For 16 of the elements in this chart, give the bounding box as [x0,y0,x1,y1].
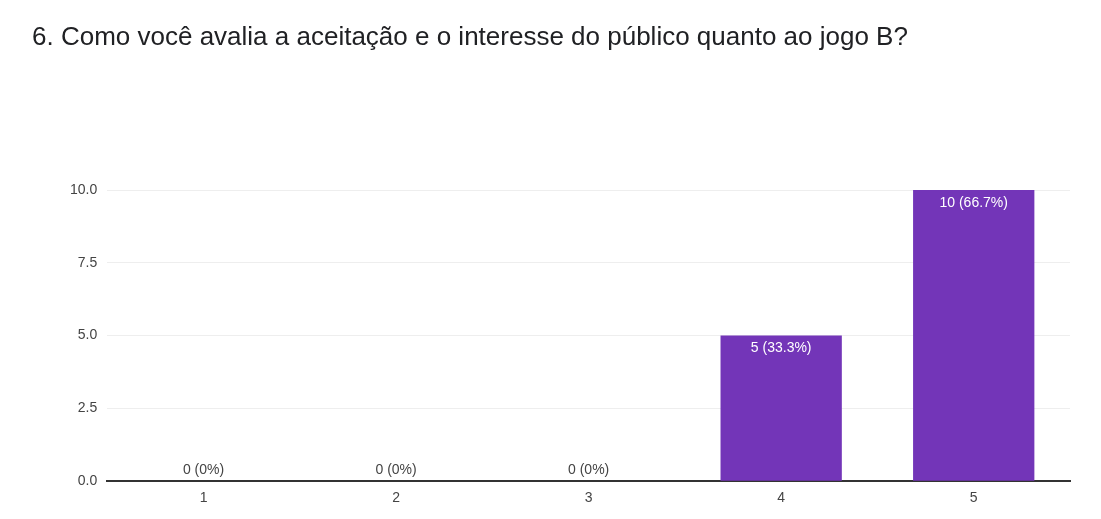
x-tick-label: 1 [199,489,208,506]
data-label: 10 (66.7%) [939,193,1008,210]
data-label: 0 (0%) [182,461,225,478]
x-tick-label: 3 [584,489,593,506]
y-tick-label: 2.5 [77,399,98,416]
data-label: 5 (33.3%) [750,339,812,356]
y-tick-label: 10.0 [70,180,98,197]
y-tick-label: 7.5 [77,253,98,270]
y-tick-label: 5.0 [77,326,98,343]
chart-title: 6. Como você avalia a aceitação e o interesse do público quanto ao jogo B? [32,20,909,53]
x-tick-label: 2 [392,489,401,506]
y-tick-label: 0.0 [77,472,98,489]
data-label: 0 (0%) [568,461,610,478]
x-tick-label: 4 [777,489,786,506]
data-label: 0 (0%) [375,461,417,478]
x-tick-label: 5 [969,489,978,506]
